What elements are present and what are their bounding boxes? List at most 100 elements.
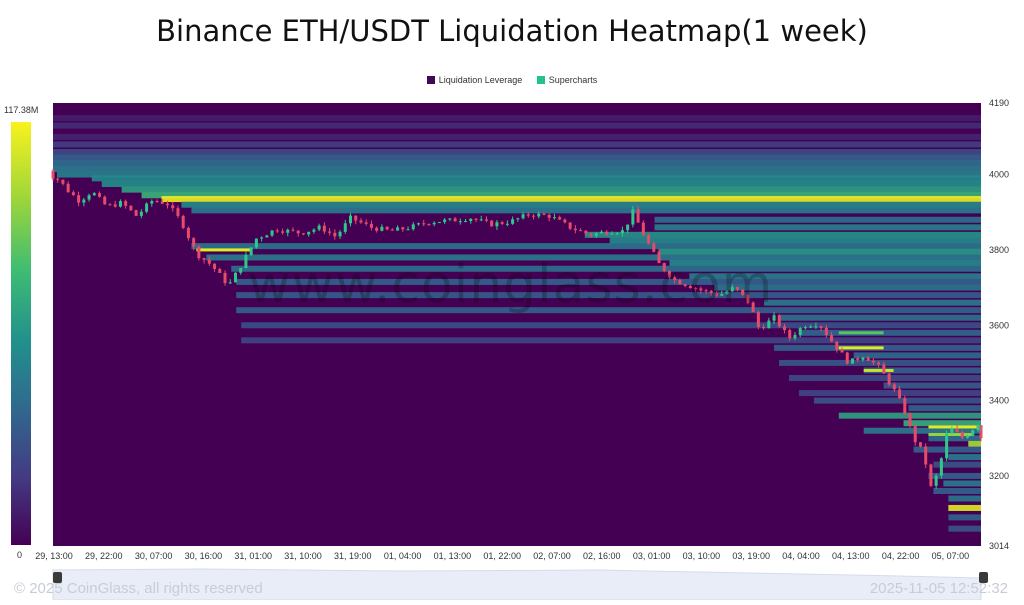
price-candle-body (260, 237, 264, 239)
price-candle-body (924, 446, 928, 465)
x-tick-label: 03, 10:00 (683, 551, 721, 561)
liquidation-level-band (53, 148, 981, 155)
liquidation-level-band (928, 472, 981, 479)
price-candle-body (636, 209, 640, 223)
liquidation-level-band (863, 367, 981, 374)
price-candle-body (626, 224, 630, 231)
price-candle-body (98, 193, 102, 197)
liquidation-level-band (101, 180, 981, 187)
price-candle-body (322, 225, 326, 232)
x-tick-label: 05, 07:00 (932, 551, 970, 561)
price-candle-body (77, 195, 81, 203)
price-candle-body (615, 233, 619, 235)
y-tick-label: 4190 (989, 98, 1009, 108)
x-tick-label: 03, 01:00 (633, 551, 671, 561)
price-candle-body (71, 192, 75, 196)
price-candle-body (66, 183, 70, 193)
liquidation-level-band (853, 352, 981, 359)
legend-item-supercharts[interactable]: Supercharts (536, 75, 597, 85)
liquidation-level-segment (928, 425, 981, 429)
liquidation-level-band (883, 382, 981, 389)
price-candle-body (448, 218, 452, 220)
price-candle-body (364, 222, 368, 224)
navigator-left-handle[interactable] (53, 572, 62, 583)
liquidation-level-band (798, 329, 981, 336)
copyright-text: © 2025 CoinGlass, all rights reserved (14, 580, 263, 597)
liquidation-segments (196, 248, 981, 436)
liquidation-level-band (943, 480, 981, 487)
price-candle-body (547, 214, 551, 218)
price-candle-body (369, 223, 373, 228)
price-candle-body (380, 226, 384, 231)
price-candle-body (950, 428, 954, 434)
liquidation-level-band (948, 525, 981, 532)
price-candle-body (443, 219, 447, 223)
liquidation-level-band (659, 248, 981, 255)
price-candle-body (934, 475, 938, 486)
x-tick-label: 31, 19:00 (334, 551, 372, 561)
liquidation-level-band (53, 115, 981, 122)
price-candle-body (406, 229, 410, 231)
price-candle-body (709, 290, 713, 294)
y-tick-label: 3800 (989, 245, 1009, 255)
liquidation-level-band (669, 260, 981, 267)
price-candle-body (542, 213, 546, 215)
liquidation-level-segment (928, 432, 974, 436)
price-candle-body (704, 290, 708, 292)
price-candle-body (291, 229, 295, 231)
liquidation-level-band (948, 454, 981, 461)
price-candle-body (783, 326, 787, 331)
price-candle-body (772, 315, 776, 321)
liquidation-level-band (241, 337, 981, 344)
price-candle-body (730, 287, 734, 292)
liquidation-level-band (863, 427, 981, 434)
price-candle-body (803, 327, 807, 329)
price-candle-body (490, 220, 494, 227)
price-candle-body (537, 213, 541, 217)
liquidation-level-band (948, 495, 981, 502)
price-candle-body (484, 219, 488, 221)
price-candle-body (453, 218, 457, 222)
price-candle-body (767, 320, 771, 329)
price-candle-body (898, 389, 902, 399)
legend-item-liquidation-leverage[interactable]: Liquidation Leverage (426, 75, 522, 85)
price-candle-body (756, 312, 760, 328)
price-candle-body (56, 178, 60, 180)
price-candle-body (124, 201, 128, 206)
price-candle-body (286, 229, 290, 233)
liquidation-level-band (236, 307, 982, 314)
price-candle-body (589, 233, 593, 236)
price-candle-body (918, 442, 922, 447)
price-candle-body (354, 215, 358, 221)
liquidation-level-band (968, 440, 981, 447)
price-candle-body (979, 436, 983, 439)
range-navigator[interactable] (0, 560, 1024, 600)
price-candle-body (218, 268, 222, 273)
liquidation-level-band (53, 133, 981, 140)
price-candle-body (882, 364, 886, 374)
price-candle-body (840, 349, 844, 353)
price-candle-body (809, 326, 813, 328)
colorbar (11, 122, 31, 545)
price-candle-body (929, 464, 933, 486)
price-candle-body (281, 231, 285, 233)
price-candle-body (641, 222, 645, 236)
y-tick-label: 4000 (989, 170, 1009, 180)
price-candle-body (307, 231, 311, 235)
price-candle-body (411, 224, 415, 230)
price-candle-body (777, 315, 781, 327)
navigator-right-handle[interactable] (979, 572, 988, 583)
liquidation-level-band (53, 141, 981, 148)
liquidation-level-band (908, 405, 981, 412)
x-tick-label: 01, 04:00 (384, 551, 422, 561)
price-candle-body (469, 218, 473, 222)
price-candle-body (824, 327, 828, 336)
x-tick-label: 30, 07:00 (135, 551, 173, 561)
liquidation-level-band (241, 322, 981, 329)
x-tick-label: 29, 13:00 (35, 551, 73, 561)
price-candle-body (228, 282, 232, 284)
price-candle-body (474, 218, 478, 220)
price-candle-body (328, 231, 332, 233)
price-candle-body (181, 215, 185, 228)
